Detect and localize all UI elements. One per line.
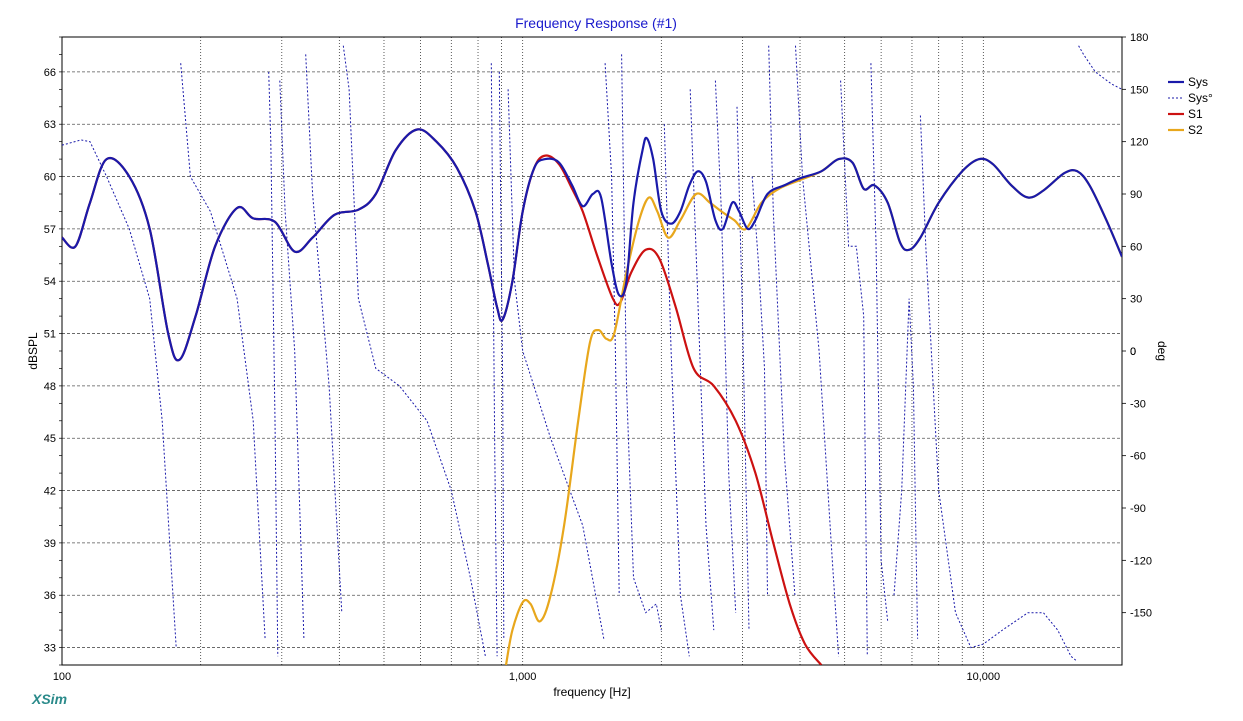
y2-tick-label: -90 <box>1130 503 1146 515</box>
x-tick-label: 1,000 <box>509 671 537 683</box>
y2-tick-label: -60 <box>1130 451 1146 463</box>
series-sys-line <box>62 128 1122 362</box>
series-sys-phase-segment <box>714 80 737 613</box>
y-tick-label: 66 <box>44 67 56 79</box>
legend: Sys Sys° S1 S2 <box>1168 75 1213 137</box>
series-sys-phase-segment <box>870 63 889 622</box>
series-sys-phase-segment <box>795 45 840 657</box>
y2-axis-label: deg <box>1155 341 1169 361</box>
y2-tick-label: 150 <box>1130 84 1148 96</box>
series-sys-phase-segment <box>1078 45 1122 90</box>
y2-tick-label: 0 <box>1130 346 1136 358</box>
series-sys-phase-segment <box>840 80 868 657</box>
y-tick-label: 39 <box>44 538 56 550</box>
series-sys-phase-segment <box>689 89 715 631</box>
y2-tick-label: 120 <box>1130 137 1148 149</box>
series-sys-phase-segment <box>305 54 343 613</box>
y-tick-label: 51 <box>44 329 56 341</box>
chart-title: Frequency Response (#1) <box>515 15 677 31</box>
y-tick-label: 36 <box>44 590 56 602</box>
y2-tick-label: -150 <box>1130 608 1152 620</box>
tick-labels: 100 1,000 10,000 33 36 39 42 45 48 51 54 57 60 63 66 -1… <box>44 32 1152 683</box>
series-sys-phase-segment <box>268 71 279 657</box>
legend-label: Sys° <box>1188 91 1213 105</box>
series-s1-line <box>62 128 823 665</box>
x-axis-label: frequency [Hz] <box>553 685 630 699</box>
legend-label: Sys <box>1188 75 1208 89</box>
legend-label: S2 <box>1188 123 1203 137</box>
y2-tick-label: -120 <box>1130 555 1152 567</box>
series-sys-phase-segment <box>180 63 266 639</box>
series-sys-phase-segment <box>507 89 605 639</box>
series-sys-phase-segment <box>893 298 919 639</box>
series-sys-phase-segment <box>919 115 1078 662</box>
brand-logo: XSim <box>31 691 67 707</box>
y2-tick-label: 60 <box>1130 241 1142 253</box>
y-tick-label: 33 <box>44 643 56 655</box>
series-sys-phase-segment <box>621 54 662 631</box>
y2-tick-label: 30 <box>1130 294 1142 306</box>
y-tick-label: 57 <box>44 224 56 236</box>
y2-tick-label: 90 <box>1130 189 1142 201</box>
series-sys-phase-segment <box>490 63 498 657</box>
y-tick-label: 45 <box>44 433 56 445</box>
legend-label: S1 <box>1188 107 1203 121</box>
y-tick-label: 54 <box>44 276 56 288</box>
y-tick-label: 48 <box>44 381 56 393</box>
series-sys-phase-segment <box>768 45 796 596</box>
y-tick-label: 42 <box>44 486 56 498</box>
grid <box>59 36 1126 666</box>
series-sys-phase-segment <box>342 45 486 657</box>
x-tick-label: 10,000 <box>966 671 1000 683</box>
y-tick-label: 60 <box>44 172 56 184</box>
y-axis-label: dBSPL <box>26 332 40 370</box>
series-sys-phase-segment <box>62 139 177 648</box>
series-s2-line <box>504 157 1122 665</box>
series-layer <box>62 45 1122 665</box>
series-sys-phase-segment <box>498 71 505 639</box>
plot-frame <box>61 36 1123 666</box>
series-sys-phase-segment <box>751 176 768 596</box>
y2-tick-label: 0 <box>1130 346 1136 358</box>
series-sys-phase-segment <box>604 63 620 596</box>
series-sys-phase-segment <box>736 106 750 631</box>
series-sys-phase-segment <box>279 80 305 639</box>
y2-tick-label: -30 <box>1130 398 1146 410</box>
y-tick-label: 63 <box>44 119 56 131</box>
series-sys-phase-segment <box>663 124 690 657</box>
y2-tick-label: 180 <box>1130 32 1148 44</box>
x-tick-label: 100 <box>53 671 71 683</box>
